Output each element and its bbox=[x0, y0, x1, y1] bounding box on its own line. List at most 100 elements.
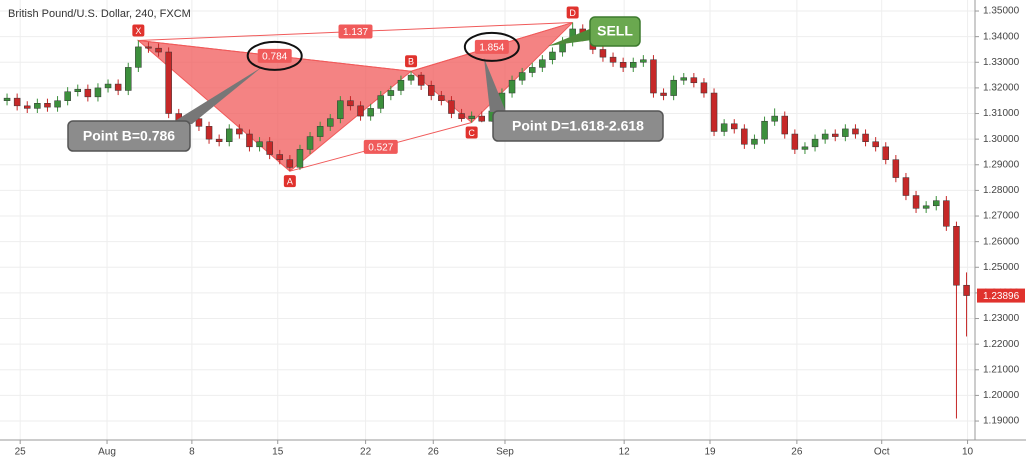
candle-body bbox=[165, 51, 172, 114]
candle-body bbox=[912, 195, 920, 209]
candle-body bbox=[791, 133, 799, 150]
candle-body bbox=[690, 77, 698, 84]
candle-body bbox=[215, 138, 223, 142]
candle-body bbox=[549, 51, 556, 60]
candle-body bbox=[933, 200, 940, 207]
y-tick-label: 1.35000 bbox=[983, 6, 1020, 17]
x-tick-label: 26 bbox=[428, 447, 440, 458]
candle-body bbox=[518, 72, 526, 81]
candle-body bbox=[236, 128, 243, 135]
candle-body bbox=[700, 82, 708, 94]
point-label: D bbox=[569, 8, 576, 18]
candle-body bbox=[387, 90, 395, 96]
candle-body bbox=[327, 118, 334, 127]
y-tick-label: 1.19000 bbox=[983, 416, 1020, 427]
ratio-label: 0.527 bbox=[368, 142, 393, 153]
candle-body bbox=[821, 133, 829, 140]
candle-body bbox=[155, 47, 162, 53]
x-tick-label: 19 bbox=[704, 447, 716, 458]
candle-body bbox=[832, 133, 839, 137]
y-tick-label: 1.22000 bbox=[983, 339, 1020, 350]
y-tick-label: 1.23000 bbox=[983, 313, 1020, 324]
candle-body bbox=[943, 200, 950, 227]
candle-body bbox=[417, 74, 425, 86]
candle-body bbox=[347, 100, 354, 107]
ratio-box bbox=[257, 48, 292, 63]
ratio-label: 0.784 bbox=[262, 52, 287, 63]
candle-body bbox=[539, 59, 546, 68]
callout-pointer bbox=[548, 28, 592, 46]
candle-body bbox=[751, 138, 758, 145]
axes: 1.190001.200001.210001.220001.230001.240… bbox=[15, 6, 1025, 458]
last-price-box bbox=[977, 288, 1025, 303]
y-tick-label: 1.32000 bbox=[983, 83, 1020, 94]
ratio-circle bbox=[246, 40, 303, 71]
candle-body bbox=[205, 126, 213, 140]
candle-body bbox=[609, 56, 617, 63]
candle-body bbox=[316, 126, 324, 137]
candle-body bbox=[34, 103, 41, 109]
candle-body bbox=[266, 141, 273, 155]
candle-body bbox=[720, 123, 728, 132]
candle-body bbox=[44, 103, 51, 108]
candle-body bbox=[953, 226, 960, 286]
y-tick-label: 1.34000 bbox=[983, 31, 1020, 42]
candle-body bbox=[145, 46, 152, 49]
candle-body bbox=[448, 100, 455, 114]
candle-body bbox=[54, 100, 61, 108]
candle-body bbox=[377, 95, 384, 109]
ratio-label: 1.137 bbox=[343, 27, 368, 38]
y-tick-label: 1.21000 bbox=[983, 364, 1020, 375]
candle-body bbox=[710, 92, 718, 132]
candle-body bbox=[882, 146, 889, 160]
candle-body bbox=[529, 67, 536, 73]
x-tick-label: 12 bbox=[619, 447, 631, 458]
point-marker bbox=[405, 55, 418, 68]
candle-body bbox=[811, 138, 819, 148]
candle-body bbox=[428, 85, 435, 96]
x-tick-label: Oct bbox=[874, 447, 890, 458]
ratio-circle bbox=[463, 31, 520, 62]
candle-body bbox=[24, 105, 31, 109]
candle-body bbox=[306, 136, 314, 150]
point-label: B bbox=[408, 57, 414, 67]
candle-body bbox=[13, 97, 21, 107]
callout-box bbox=[67, 120, 191, 152]
candle-body bbox=[761, 120, 768, 140]
candle-body bbox=[74, 88, 81, 92]
candle-body bbox=[195, 118, 203, 127]
x-tick-label: 15 bbox=[272, 447, 284, 458]
candle-body bbox=[852, 128, 859, 135]
candle-body bbox=[256, 141, 263, 148]
x-tick-label: Aug bbox=[98, 447, 116, 458]
candle-body bbox=[650, 59, 657, 94]
ratio-box bbox=[474, 39, 509, 54]
last-price-label: 1.23896 bbox=[983, 291, 1020, 302]
x-tick-label: 25 bbox=[15, 447, 27, 458]
candle-body bbox=[630, 62, 637, 68]
callout-text: Point B=0.786 bbox=[83, 128, 175, 144]
candle-body bbox=[286, 159, 294, 168]
y-tick-label: 1.30000 bbox=[983, 134, 1020, 145]
x-tick-label: 26 bbox=[791, 447, 803, 458]
candle-body bbox=[963, 284, 970, 296]
candle-body bbox=[771, 115, 778, 122]
y-tick-label: 1.25000 bbox=[983, 262, 1020, 273]
ratio-label: 1.854 bbox=[479, 43, 504, 54]
candle-body bbox=[407, 74, 415, 81]
candle-body bbox=[276, 154, 283, 160]
y-tick-label: 1.33000 bbox=[983, 57, 1020, 68]
overlay: Point B=0.786 Point D=1.618-2.618 SELL 1… bbox=[67, 6, 664, 188]
candle-body bbox=[84, 88, 92, 98]
candles bbox=[3, 22, 970, 419]
callout-box bbox=[492, 110, 664, 142]
callout-pointer bbox=[170, 67, 262, 124]
candle-body bbox=[114, 83, 122, 91]
x-tick-label: 10 bbox=[962, 447, 974, 458]
point-marker bbox=[283, 175, 296, 188]
point-label: X bbox=[135, 26, 141, 36]
candle-body bbox=[892, 159, 900, 178]
candle-body bbox=[670, 79, 677, 96]
candle-body bbox=[872, 141, 879, 148]
chart-title: British Pound/U.S. Dollar, 240, FXCM bbox=[8, 8, 191, 20]
